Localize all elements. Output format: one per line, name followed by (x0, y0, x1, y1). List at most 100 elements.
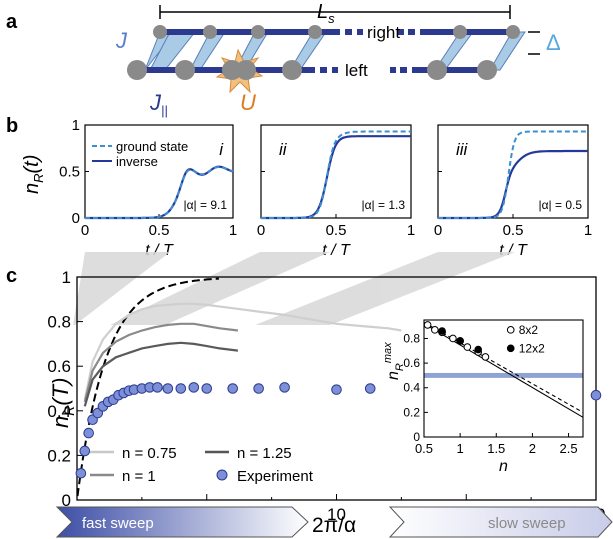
legend-n125: n = 1.25 (237, 445, 292, 462)
panel-c-xlabel: 2π/α (312, 514, 356, 537)
x-tick-label: 0 (257, 222, 265, 239)
experiment-point (331, 384, 342, 395)
x-tick-label: 1.5 (487, 441, 505, 456)
x-tick-label: 1 (407, 222, 415, 239)
y-tick-label: 0.2 (403, 405, 420, 419)
legend-8x2: 8x2 (519, 323, 539, 337)
x-tick-label: 10 (327, 505, 346, 524)
legend-filled-marker (506, 344, 515, 353)
legend-gs-label: ground state (116, 139, 188, 154)
open-point (431, 326, 439, 334)
inset-alpha: |α| = 0.5 (538, 198, 582, 212)
series-n075 (83, 302, 402, 400)
ls-bracket (159, 5, 511, 19)
panel-c-legend: n = 0.75 n = 1.25 n = 1 Experiment (90, 445, 314, 485)
y-tick-label: 0 (72, 210, 80, 227)
x-axis-label: t / T (322, 242, 351, 259)
J-label: J (115, 28, 128, 53)
y-tick-label: 1 (62, 268, 71, 287)
x-tick-label: 0 (81, 222, 89, 239)
experiment-point (364, 383, 376, 394)
experiment-point (79, 445, 91, 457)
x-tick-label: 0.5 (503, 222, 524, 239)
x-tick-label: 2.5 (560, 441, 578, 456)
y-tick-label: 0.5 (59, 164, 80, 181)
ls-label: Ls (317, 1, 335, 26)
panel-label-a: a (6, 11, 18, 33)
slow-sweep-arrow (388, 506, 613, 538)
filled-point (438, 327, 446, 335)
left-chain (127, 48, 497, 94)
legend-experiment: Experiment (237, 468, 314, 485)
experiment-point (279, 382, 290, 393)
x-tick-label: 1 (229, 222, 237, 239)
legend-open-marker (506, 326, 515, 334)
x-tick-label: 0.5 (326, 222, 347, 239)
inset-roman: ii (279, 140, 288, 159)
inset-ylabel: nRmax (382, 342, 406, 380)
inset-2: 0 0.5 1 t / T ii |α| = 1.3 (257, 124, 415, 259)
inset-alpha: |α| = 1.3 (361, 198, 405, 212)
inset-alpha: |α| = 9.1 (183, 198, 227, 212)
legend-n075: n = 0.75 (122, 445, 177, 462)
experiment-point (162, 383, 174, 394)
inset-frame (423, 319, 584, 438)
x-tick-label: 0.5 (149, 222, 170, 239)
delta-label: Δ (546, 30, 561, 55)
panel-c-inset: 0 0.2 0.4 0.6 0.8 0.5 1 1.5 2 2.5 n nRmax 8x2 12x2 (382, 318, 585, 475)
legend-12x2: 12x2 (519, 341, 545, 355)
slow-sweep-label: slow sweep (488, 515, 566, 532)
open-point (481, 353, 490, 361)
experiment-point (188, 382, 200, 393)
y-tick-label: 0.6 (47, 357, 71, 376)
panel-b-insets: 0 0.5 1 0 0.5 1 t / T i |α| = 9.1 ground stateinv… (59, 117, 592, 259)
panel-label-c: c (6, 265, 17, 287)
y-tick-label: 0 (413, 430, 420, 444)
x-tick-label: 0 (434, 222, 442, 239)
filled-point (474, 345, 483, 354)
y-tick-label: 0.8 (47, 313, 71, 332)
open-point (423, 321, 432, 329)
Jpar-label: J|| (149, 90, 168, 118)
ground-state-curve (438, 130, 588, 219)
open-point (463, 343, 472, 351)
legend-inv-label: inverse (116, 154, 158, 169)
panel-label-b: b (6, 115, 18, 137)
experiment-point (75, 467, 87, 479)
experiment-point (227, 383, 238, 394)
inset-xlabel: n (499, 458, 508, 475)
open-point (449, 334, 457, 343)
ground-state-curve (85, 166, 234, 219)
panel-c-plot: 0510152000.20.40.60.81 (47, 268, 605, 524)
x-tick-label: 1 (457, 441, 464, 456)
experiment-band (424, 372, 583, 378)
series-n125 (83, 341, 239, 407)
series-n1 (83, 322, 239, 403)
y-tick-label: 0.2 (47, 446, 71, 465)
inset-bg (422, 318, 585, 439)
panel-b-ylabel: nR(t) (21, 155, 46, 194)
y-tick-label: 1 (72, 117, 80, 134)
x-tick-label: 0.5 (415, 441, 433, 456)
delta-marker (528, 31, 540, 55)
legend-n1: n = 1 (122, 468, 156, 485)
ground-state-curve (261, 130, 411, 219)
right-label: right (367, 23, 400, 42)
y-tick-label: 0.8 (403, 331, 420, 345)
x-tick-label: 1 (584, 222, 592, 239)
y-tick-label: 0 (62, 491, 71, 510)
experiment-point (175, 383, 187, 394)
y-tick-label: 0.4 (47, 402, 71, 421)
fast-sweep-arrow (55, 506, 309, 538)
y-tick-label: 0.4 (403, 381, 420, 395)
x-tick-label: 2 (529, 441, 536, 456)
left-label: left (345, 61, 368, 80)
inset-roman: iii (456, 140, 469, 159)
right-chain (153, 25, 520, 39)
inset-roman: i (219, 140, 224, 159)
ladder-rungs (144, 31, 526, 71)
funnels (73, 252, 515, 325)
